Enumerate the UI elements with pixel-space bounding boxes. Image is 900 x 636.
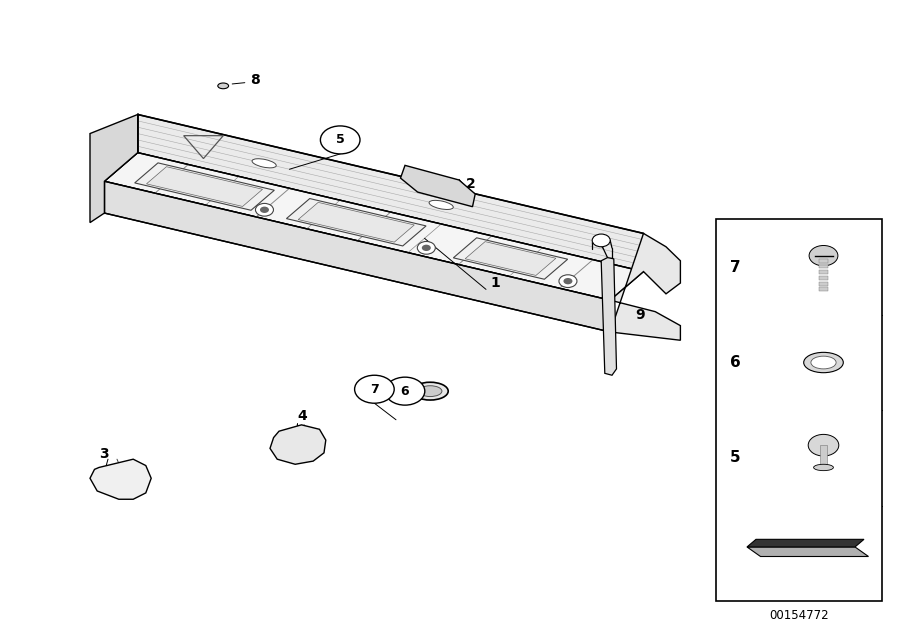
Circle shape bbox=[809, 245, 838, 266]
Ellipse shape bbox=[814, 464, 833, 471]
Ellipse shape bbox=[252, 159, 276, 168]
Ellipse shape bbox=[418, 385, 442, 397]
Text: 8: 8 bbox=[250, 73, 260, 87]
Polygon shape bbox=[747, 547, 868, 556]
Text: 3: 3 bbox=[99, 447, 109, 461]
Polygon shape bbox=[454, 238, 568, 279]
Circle shape bbox=[320, 126, 360, 154]
Polygon shape bbox=[601, 258, 617, 375]
Circle shape bbox=[808, 434, 839, 456]
Polygon shape bbox=[135, 163, 274, 211]
Polygon shape bbox=[270, 425, 326, 464]
Polygon shape bbox=[610, 233, 680, 340]
Ellipse shape bbox=[429, 200, 454, 209]
Text: 4: 4 bbox=[297, 409, 307, 423]
Text: 5: 5 bbox=[730, 450, 741, 466]
Text: 9: 9 bbox=[635, 308, 645, 322]
Circle shape bbox=[385, 377, 425, 405]
Polygon shape bbox=[298, 202, 414, 242]
Circle shape bbox=[355, 375, 394, 403]
Polygon shape bbox=[90, 459, 151, 499]
Bar bbox=[820, 445, 827, 466]
Circle shape bbox=[563, 278, 572, 284]
Text: 7: 7 bbox=[370, 383, 379, 396]
Circle shape bbox=[559, 275, 577, 287]
Text: 7: 7 bbox=[730, 259, 741, 275]
Polygon shape bbox=[747, 539, 864, 547]
Text: 6: 6 bbox=[400, 385, 410, 398]
Ellipse shape bbox=[218, 83, 229, 88]
Ellipse shape bbox=[804, 352, 843, 373]
Ellipse shape bbox=[412, 382, 448, 400]
Circle shape bbox=[260, 207, 269, 213]
Polygon shape bbox=[104, 153, 644, 300]
Polygon shape bbox=[400, 165, 475, 207]
Text: 6: 6 bbox=[730, 355, 741, 370]
Polygon shape bbox=[104, 181, 610, 332]
Circle shape bbox=[256, 204, 274, 216]
Polygon shape bbox=[465, 242, 556, 275]
Circle shape bbox=[422, 245, 431, 251]
Bar bbox=[819, 270, 828, 274]
Text: 00154772: 00154772 bbox=[769, 609, 829, 621]
Circle shape bbox=[592, 234, 610, 247]
Bar bbox=[819, 287, 828, 291]
Text: 2: 2 bbox=[466, 177, 476, 191]
Text: 1: 1 bbox=[491, 277, 500, 291]
Polygon shape bbox=[138, 114, 644, 272]
Polygon shape bbox=[286, 198, 426, 246]
Bar bbox=[819, 265, 828, 268]
Polygon shape bbox=[147, 167, 263, 207]
Bar bbox=[819, 276, 828, 280]
Bar bbox=[819, 259, 828, 263]
Circle shape bbox=[418, 242, 436, 254]
Ellipse shape bbox=[811, 356, 836, 369]
Bar bbox=[819, 282, 828, 286]
Bar bbox=[716, 219, 882, 601]
Text: 5: 5 bbox=[336, 134, 345, 146]
Polygon shape bbox=[90, 114, 138, 223]
